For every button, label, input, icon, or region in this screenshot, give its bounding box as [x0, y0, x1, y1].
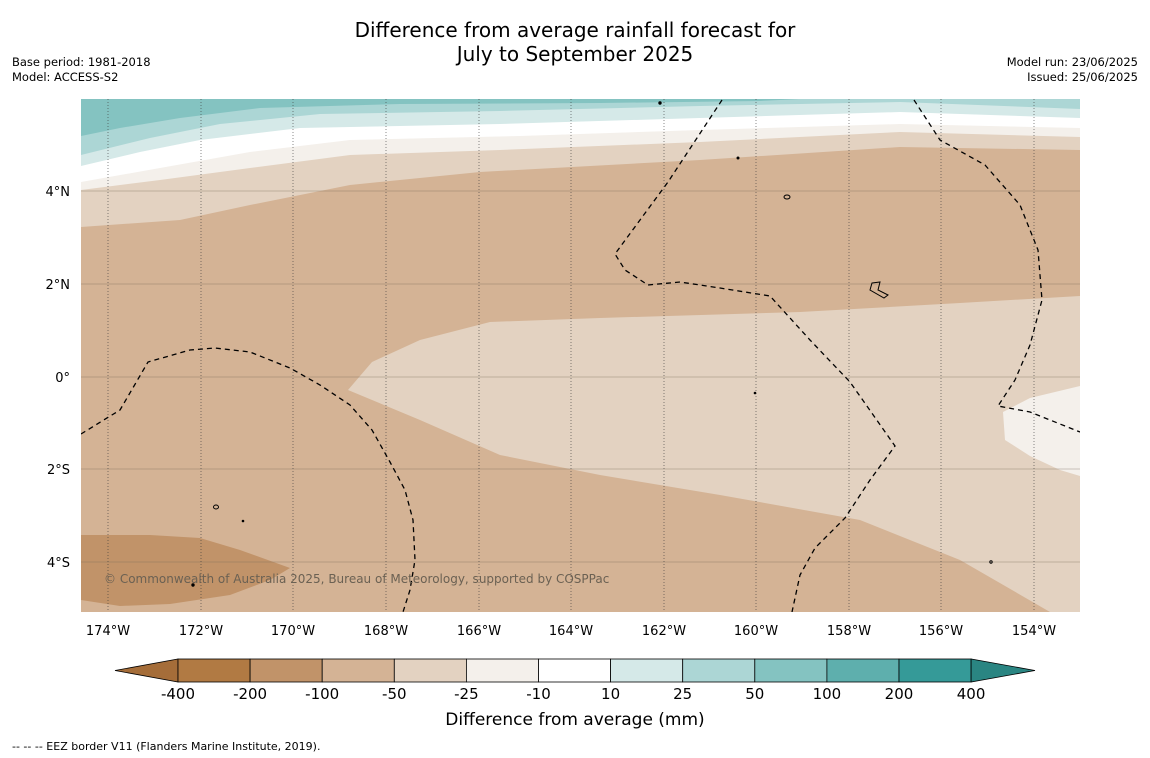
wet-strong-region [81, 99, 800, 136]
colorbar-tick-label: -400 [161, 685, 195, 703]
lat-label: 0° [55, 371, 70, 386]
colorbar-tick-labels: -400 -200 -100 -50 -25 -10 10 25 50 100 200 400 [161, 685, 985, 703]
dry-strong-region-southwest [81, 535, 290, 606]
colorbar-tick-label: -25 [454, 685, 479, 703]
island-outline [191, 583, 195, 587]
copyright-text: © Commonwealth of Australia 2025, Bureau… [104, 572, 610, 586]
colorbar-tick-label: 100 [813, 685, 842, 703]
lon-label: 170°W [271, 624, 315, 639]
islands [191, 101, 993, 587]
wet-moderate-region [81, 99, 1080, 155]
island-outline [241, 519, 245, 523]
title-line-1: Difference from average rainfall forecas… [354, 18, 796, 42]
island-outline [869, 281, 889, 299]
colorbar-swatch [177, 658, 251, 683]
colorbar-swatch [754, 658, 828, 683]
model-run-text: Model run: 23/06/2025 [1006, 55, 1138, 69]
lon-label: 156°W [919, 624, 963, 639]
latitude-labels: 4°N 2°N 0° 2°S 4°S [46, 185, 71, 571]
lon-label: 160°W [734, 624, 778, 639]
dry-light-region-central [348, 296, 1080, 612]
colorbar-swatch [249, 658, 323, 683]
lon-label: 158°W [827, 624, 871, 639]
lat-label: 2°S [47, 463, 70, 478]
island-outline [213, 504, 219, 510]
model-text: Model: ACCESS-S2 [12, 70, 119, 84]
map-fill-layer [81, 99, 1080, 612]
colorbar-extend-high [970, 658, 1036, 683]
near-normal-region-east [1003, 386, 1080, 476]
lon-label: 154°W [1012, 624, 1056, 639]
longitude-labels: 174°W 172°W 170°W 168°W 166°W 164°W 162°… [86, 624, 1056, 639]
lon-label: 164°W [549, 624, 593, 639]
colorbar-tick-label: -10 [526, 685, 551, 703]
lat-label: 4°N [46, 185, 71, 200]
map-title: Difference from average rainfall forecas… [0, 18, 1150, 66]
colorbar-swatch [393, 658, 467, 683]
eez-border-east [913, 99, 1080, 433]
island-outline [989, 560, 993, 564]
colorbar-tick-label: -200 [233, 685, 267, 703]
colorbar-swatch [465, 658, 539, 683]
colorbar-tick-label: -50 [382, 685, 407, 703]
model-run-info: Model run: 23/06/2025 Issued: 25/06/2025 [1007, 55, 1138, 85]
latitude-grid [81, 190, 1080, 563]
lon-label: 162°W [642, 624, 686, 639]
lon-label: 166°W [457, 624, 501, 639]
island-outline [783, 194, 791, 200]
colorbar-swatch [610, 658, 684, 683]
colorbar-tick-label: 200 [885, 685, 914, 703]
island-outline [736, 156, 740, 160]
island-outline [658, 101, 662, 105]
lat-label: 2°N [46, 278, 71, 293]
colorbar-tick-label: 25 [673, 685, 692, 703]
title-line-2: July to September 2025 [456, 42, 694, 66]
colorbar-title: Difference from average (mm) [445, 710, 705, 730]
colorbar-swatch [826, 658, 900, 683]
colorbar-swatch [898, 658, 972, 683]
base-period-info: Base period: 1981-2018 Model: ACCESS-S2 [12, 55, 151, 85]
eez-footnote: -- -- -- EEZ border V11 (Flanders Marine… [12, 740, 321, 753]
base-period-text: Base period: 1981-2018 [12, 55, 151, 69]
issued-text: Issued: 25/06/2025 [1027, 70, 1138, 84]
lat-label: 4°S [47, 556, 70, 571]
lon-label: 172°W [179, 624, 223, 639]
eez-border-tokelau-west [81, 347, 416, 612]
lon-label: 168°W [364, 624, 408, 639]
colorbar-swatches [114, 658, 1036, 683]
colorbar-swatch [538, 658, 611, 683]
colorbar-swatch [321, 658, 395, 683]
colorbar-tick-label: 400 [957, 685, 986, 703]
colorbar-tick-label: 10 [601, 685, 620, 703]
colorbar-tick-label: -100 [305, 685, 339, 703]
wet-light-region [81, 99, 1080, 166]
colorbar-swatch [682, 658, 756, 683]
eez-border-kiribati-line [614, 99, 896, 612]
colorbar-tick-label: 50 [745, 685, 764, 703]
lon-label: 174°W [86, 624, 130, 639]
colorbar-extend-low [114, 658, 179, 683]
eez-borders [81, 99, 1080, 612]
island-outline [753, 391, 757, 395]
